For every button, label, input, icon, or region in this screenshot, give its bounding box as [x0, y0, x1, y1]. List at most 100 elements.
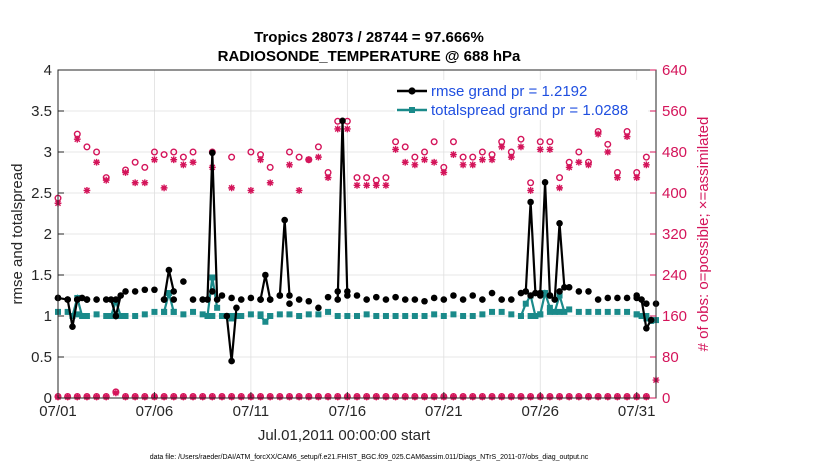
tick-label-right: 320 — [662, 226, 687, 243]
rmse-point — [479, 296, 486, 303]
totalspread-point — [334, 313, 341, 319]
tick-label-left: 2.5 — [31, 185, 52, 202]
rmse-point — [233, 304, 240, 312]
rmse-point — [498, 296, 505, 303]
obs-possible-point — [517, 135, 525, 143]
totalspread-point — [537, 311, 544, 318]
obs-assimilated-point — [594, 130, 602, 138]
obs-assimilated-point — [614, 174, 621, 182]
left-axis-ticks: 0 0.5 1 1.5 2 2.5 3 3.5 4 — [31, 62, 64, 407]
totalspread-point — [604, 308, 611, 315]
obs-possible-point — [469, 153, 477, 161]
rmse-point — [160, 296, 168, 303]
legend: rmse grand pr = 1.2192 totalspread grand… — [395, 80, 648, 120]
rmse-point — [551, 296, 559, 303]
rmse-point — [73, 296, 81, 303]
rmse-point — [276, 292, 284, 299]
chart-title-line-1: Tropics 28073 / 28744 = 97.666% — [254, 29, 484, 46]
totalspread-point — [450, 311, 457, 318]
tick-label-x: 07/31 — [618, 403, 656, 420]
obs-assimilated-point — [334, 125, 342, 133]
rmse-point — [440, 296, 448, 303]
obs-assimilated-point — [372, 181, 380, 189]
totalspread-point — [373, 313, 380, 319]
obs-assimilated-point — [257, 156, 264, 164]
rmse-point — [286, 300, 293, 308]
totalspread-point — [561, 308, 568, 315]
obs-possible-point — [642, 153, 650, 161]
legend-box — [395, 80, 648, 120]
totalspread-point — [556, 308, 563, 315]
obs-assimilated-point — [286, 161, 293, 169]
rmse-point — [561, 284, 568, 291]
obs-assimilated-baseline-point — [478, 393, 486, 401]
rmse-point — [266, 296, 274, 303]
rmse-point — [556, 288, 563, 295]
rmse-point — [638, 296, 645, 303]
rmse-point — [517, 289, 525, 297]
obs-assimilated-baseline-point — [459, 393, 467, 401]
totalspread-point — [614, 308, 621, 315]
rmse-point — [469, 292, 477, 299]
tick-label-x: 07/16 — [329, 403, 367, 420]
obs-assimilated-baseline-point — [286, 393, 293, 401]
totalspread-point — [325, 308, 332, 315]
obs-assimilated-point — [324, 174, 332, 182]
totalspread-point — [469, 313, 476, 319]
tick-label-left: 0 — [44, 390, 52, 407]
totalspread-point — [180, 311, 187, 318]
rmse-point — [334, 288, 342, 295]
rmse-point — [180, 278, 187, 285]
tick-label-left: 0.5 — [31, 349, 52, 366]
rmse-point — [488, 289, 496, 297]
obs-assimilated-point — [189, 158, 197, 166]
obs-assimilated-point — [382, 181, 390, 189]
rmse-point — [107, 296, 115, 303]
obs-assimilated-point — [469, 161, 477, 169]
obs-possible-point — [131, 158, 139, 166]
legend-rmse-label: rmse grand pr = 1.2192 — [431, 83, 587, 100]
obs-assimilated-baseline-point — [353, 393, 361, 401]
obs-assimilated-baseline-point — [208, 393, 216, 401]
rmse-point — [508, 296, 515, 303]
obs-assimilated-baseline-point — [228, 393, 236, 401]
rmse-point — [421, 297, 428, 305]
obs-assimilated-point — [556, 184, 563, 192]
obs-assimilated-point — [604, 148, 612, 156]
totalspread-point — [286, 311, 293, 318]
rmse-point — [247, 294, 255, 302]
totalspread-point — [267, 313, 274, 319]
obs-assimilated-baseline-point — [122, 393, 129, 401]
rmse-point — [643, 300, 650, 308]
totalspread-point — [141, 311, 148, 318]
obs-assimilated-baseline-point — [189, 393, 197, 401]
obs-assimilated-baseline-point — [556, 393, 563, 401]
chart-title-line-2: RADIOSONDE_TEMPERATURE @ 688 hPa — [218, 48, 521, 65]
rmse-point — [633, 292, 641, 299]
obs-possible-point — [189, 148, 197, 156]
x-axis-ticks: 07/01 07/06 07/11 07/16 07/21 07/26 07/31 — [39, 392, 655, 420]
rmse-point — [382, 296, 390, 303]
totalspread-point — [532, 313, 539, 319]
tick-label-right: 240 — [662, 267, 687, 284]
rmse-point — [204, 296, 211, 303]
obs-assimilated-point — [392, 146, 399, 153]
totalspread-point — [209, 274, 216, 281]
rmse-point — [614, 294, 621, 302]
rmse-point — [541, 179, 549, 186]
obs-possible-point — [247, 148, 255, 156]
totalspread-point — [542, 290, 549, 297]
obs-possible-point — [421, 148, 429, 156]
rmse-point — [218, 292, 226, 299]
rmse-point — [189, 296, 197, 303]
totalspread-point — [214, 304, 221, 311]
obs-assimilated-point — [363, 181, 371, 189]
obs-assimilated-point — [478, 156, 486, 164]
obs-assimilated-baseline-point — [488, 393, 496, 401]
obs-assimilated-baseline-point — [363, 393, 371, 401]
obs-assimilated-baseline-point — [324, 393, 332, 401]
obs-possible-point — [392, 138, 400, 146]
obs-assimilated-baseline-point — [73, 393, 81, 401]
rmse-point — [305, 297, 313, 305]
rmse-point — [165, 266, 173, 274]
